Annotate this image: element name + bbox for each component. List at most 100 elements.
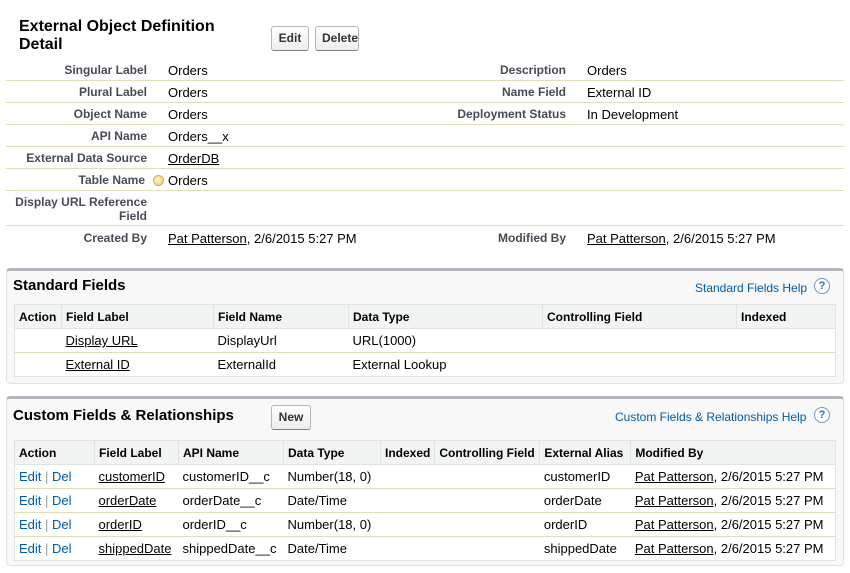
custom-fields-help-link[interactable]: Custom Fields & Relationships Help [615,410,807,424]
edit-link[interactable]: Edit [19,469,42,484]
detail-section: Singular Label Orders Description Orders… [6,59,844,250]
column-header: Action [14,440,95,465]
table-row: Display URL DisplayUrl URL(1000) [14,328,836,353]
field-label-cell: orderID [94,512,179,537]
action-cell: Edit | Del [14,536,95,561]
external-alias-cell: shippedDate [539,536,631,561]
table-name-label: Table Name [78,173,145,187]
external-alias-cell: orderDate [539,488,631,513]
modified-by-user-link[interactable]: Pat Patterson [634,541,714,556]
action-separator: | [45,493,49,508]
edit-button[interactable]: Edit [271,26,309,51]
field-label-link[interactable]: Display URL [65,333,138,348]
modified-by-user-link[interactable]: Pat Patterson [587,231,666,246]
action-cell: Edit | Del [14,512,95,537]
detail-row: Singular Label Orders Description Orders [6,59,844,81]
object-name-value: Orders [168,107,208,122]
modified-date: , 2/6/2015 5:27 PM [713,493,824,508]
new-field-button[interactable]: New [271,405,311,430]
action-separator: | [45,517,49,532]
modified-by-cell: Pat Patterson, 2/6/2015 5:27 PM [630,536,836,561]
indexed-cell [380,536,435,561]
field-label-link[interactable]: shippedDate [98,541,172,556]
edit-link[interactable]: Edit [19,541,42,556]
controlling-field-cell [434,488,540,513]
column-header: API Name [178,440,284,465]
standard-fields-panel: Standard Fields Standard Fields Help ? A… [6,268,844,384]
help-icon[interactable]: ? [814,407,830,423]
del-link[interactable]: Del [52,469,72,484]
action-cell: Edit | Del [14,488,95,513]
external-alias-cell: orderID [539,512,631,537]
standard-fields-help-link[interactable]: Standard Fields Help [695,281,808,295]
column-header: Controlling Field [542,304,737,329]
created-by-date: , 2/6/2015 5:27 PM [246,231,357,246]
controlling-field-cell [434,536,540,561]
edit-link[interactable]: Edit [19,517,42,532]
external-data-source-link[interactable]: OrderDB [168,151,220,166]
field-name-cell: ExternalId [213,352,349,377]
modified-by-cell: Pat Patterson, 2/6/2015 5:27 PM [630,464,836,489]
data-type-cell: Number(18, 0) [283,464,381,489]
table-row: Edit | Del customerID customerID__c Numb… [14,464,836,489]
delete-button[interactable]: Delete [315,26,359,51]
field-label-link[interactable]: orderID [98,517,142,532]
modified-by-user-link[interactable]: Pat Patterson [634,493,714,508]
table-row: Edit | Del orderID orderID__c Number(18,… [14,512,836,537]
name-field-value: External ID [587,85,652,100]
del-link[interactable]: Del [52,517,72,532]
modified-date: , 2/6/2015 5:27 PM [713,517,824,532]
column-header: Modified By [630,440,836,465]
detail-row: Created By Pat Patterson, 2/6/2015 5:27 … [6,226,844,250]
custom-fields-table: Action Field Label API Name Data Type In… [14,440,836,561]
column-header: Controlling Field [434,440,541,465]
action-cell: Edit | Del [14,464,95,489]
indexed-cell [380,512,435,537]
column-header: Field Label [94,440,179,465]
field-label-link[interactable]: External ID [65,357,130,372]
data-type-cell: URL(1000) [348,328,543,353]
controlling-field-cell [542,328,737,353]
help-icon[interactable]: ? [814,278,830,294]
api-name-label: API Name [90,129,147,143]
modified-by-user-link[interactable]: Pat Patterson [634,517,714,532]
table-name-value: Orders [168,173,208,188]
custom-fields-panel: Custom Fields & Relationships New Custom… [6,396,844,566]
del-link[interactable]: Del [52,541,72,556]
created-by-user-link[interactable]: Pat Patterson [168,231,247,246]
field-label-cell: External ID [61,352,214,377]
column-header: Indexed [736,304,836,329]
action-separator: | [45,469,49,484]
data-type-cell: Date/Time [283,488,381,513]
field-name-cell: DisplayUrl [213,328,349,353]
field-label-cell: Display URL [61,328,214,353]
table-row: Edit | Del shippedDate shippedDate__c Da… [14,536,836,561]
modified-date: , 2/6/2015 5:27 PM [713,541,824,556]
plural-label-value: Orders [168,85,208,100]
modified-by-cell: Pat Patterson, 2/6/2015 5:27 PM [630,488,836,513]
name-field-label: Name Field [501,85,566,99]
help-bubble-icon[interactable] [153,175,164,186]
data-type-cell: Date/Time [283,536,381,561]
edit-link[interactable]: Edit [19,493,42,508]
api-name-cell: orderDate__c [178,488,284,513]
column-header: Field Label [61,304,214,329]
del-link[interactable]: Del [52,493,72,508]
detail-row: Display URL Reference Field [6,191,844,226]
field-label-cell: shippedDate [94,536,179,561]
external-alias-cell: customerID [539,464,631,489]
modified-by-user-link[interactable]: Pat Patterson [634,469,714,484]
singular-label-value: Orders [168,63,208,78]
column-header: External Alias [539,440,632,465]
field-label-link[interactable]: customerID [98,469,165,484]
table-row: Edit | Del orderDate orderDate__c Date/T… [14,488,836,513]
api-name-cell: customerID__c [178,464,284,489]
column-header: Data Type [348,304,543,329]
page-title: External Object Definition Detail [19,18,215,53]
custom-fields-title: Custom Fields & Relationships [13,407,234,424]
detail-row: Table Name Orders [6,169,844,191]
field-label-link[interactable]: orderDate [98,493,157,508]
controlling-field-cell [434,512,540,537]
controlling-field-cell [542,352,737,377]
column-header: Data Type [283,440,381,465]
